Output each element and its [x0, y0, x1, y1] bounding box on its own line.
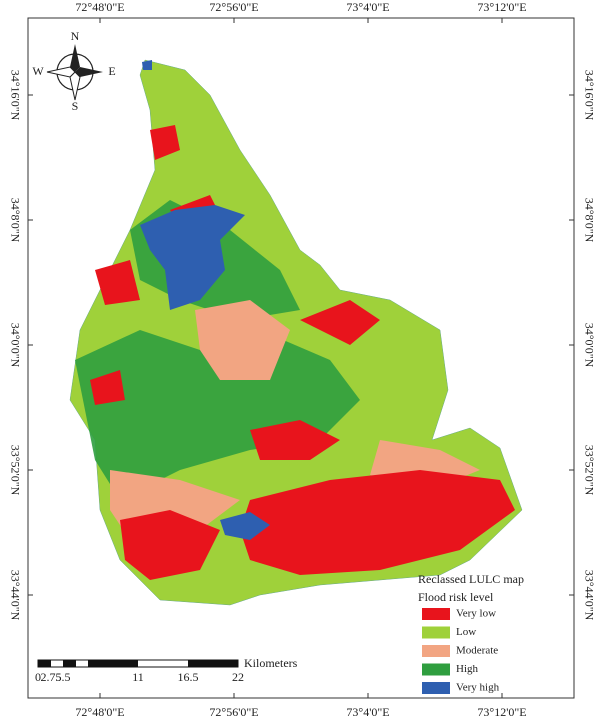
scale-bar: [37, 659, 239, 668]
right-lat-label: 33°52'0"N: [582, 445, 596, 496]
right-lat-label: 34°0'0"N: [582, 323, 596, 368]
study-area: [69, 59, 523, 606]
legend-swatch: [422, 663, 450, 676]
scale-unit: Kilometers: [244, 656, 298, 670]
bottom-lon-label: 73°4'0"E: [346, 705, 389, 719]
scale-label: 11: [132, 670, 144, 684]
top-lon-label: 73°4'0"E: [346, 0, 389, 14]
legend-swatch: [422, 626, 450, 639]
scale-label: 22: [232, 670, 244, 684]
top-lon-label: 73°12'0"E: [477, 0, 526, 14]
bottom-lon-label: 72°48'0"E: [75, 705, 124, 719]
legend-label: Very high: [456, 682, 500, 694]
legend-swatch: [422, 608, 450, 620]
legend-title: Reclassed LULC map: [418, 572, 524, 586]
compass-rose: [46, 44, 103, 101]
left-lat-label: 33°44'0"N: [8, 570, 22, 621]
left-lat-label: 34°8'0"N: [8, 198, 22, 243]
legend-label: Low: [456, 626, 476, 638]
bottom-lon-label: 73°12'0"E: [477, 705, 526, 719]
legend-label: High: [456, 663, 479, 675]
top-lon-label: 72°56'0"E: [209, 0, 258, 14]
left-lat-label: 34°16'0"N: [8, 70, 22, 121]
right-lat-label: 34°16'0"N: [582, 70, 596, 121]
top-lon-label: 72°48'0"E: [75, 0, 124, 14]
compass-north: N: [71, 29, 80, 43]
legend-label: Moderate: [456, 645, 498, 657]
bottom-lon-label: 72°56'0"E: [209, 705, 258, 719]
compass-west: W: [32, 64, 44, 78]
legend-swatch: [422, 645, 450, 657]
left-lat-label: 34°0'0"N: [8, 323, 22, 368]
legend-swatch: [422, 682, 450, 694]
legend-subtitle: Flood risk level: [418, 590, 494, 604]
scale-label: 16.5: [178, 670, 199, 684]
compass-east: E: [108, 64, 115, 78]
right-lat-label: 33°44'0"N: [582, 570, 596, 621]
right-lat-label: 34°8'0"N: [582, 198, 596, 243]
compass-south: S: [72, 99, 79, 113]
scale-label: 2.75: [41, 670, 62, 684]
scale-label: 0: [35, 670, 41, 684]
left-lat-label: 33°52'0"N: [8, 445, 22, 496]
legend-label: Very low: [456, 608, 496, 620]
scale-label: 5.5: [56, 670, 71, 684]
